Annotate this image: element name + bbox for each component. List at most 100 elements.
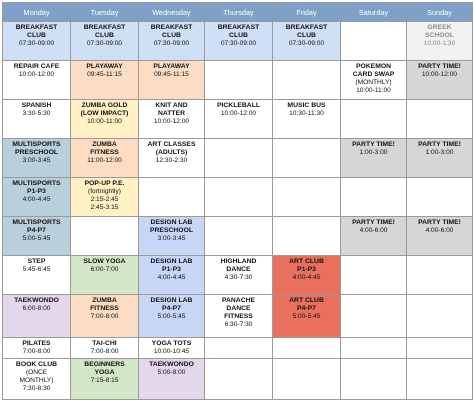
activity-title-line: SPANISH <box>21 102 52 109</box>
activity-title-line: SCHOOL <box>424 32 455 39</box>
empty-slot-cell <box>204 60 273 100</box>
activity-title-line: CLUB <box>297 32 316 39</box>
activity-title-line: P4-P7 <box>297 305 316 312</box>
activity-title-line: POP-UP P.E. <box>84 180 125 187</box>
activity-detail-line: 4:00-4:45 <box>22 196 51 203</box>
activity-title-line: PARTY TIME! <box>352 141 395 148</box>
activity-title-line: REPAIR CAFE <box>13 63 60 70</box>
activity-detail-line: 7:30-8:30 <box>22 385 51 392</box>
empty-slot-cell <box>204 177 273 217</box>
empty-slot-cell <box>340 255 407 295</box>
activity-detail-line: 3:00-3:45 <box>22 157 51 164</box>
empty-slot-cell <box>340 177 407 217</box>
weekly-timetable: Monday Tuesday Wednesday Thursday Friday… <box>2 2 473 400</box>
empty-slot-cell <box>204 358 273 400</box>
activity-detail-line: 10:00-1:30 <box>423 40 456 47</box>
activity-detail-line: 10:30-11:30 <box>289 110 324 117</box>
timetable-row: REPAIR CAFE 10:00-12:00 PLAYAWAY 09:45-11:1… <box>2 60 473 100</box>
activity-detail-line: 5:00-5:45 <box>157 313 186 320</box>
activity-title-line: PARTY TIME! <box>418 219 461 226</box>
activity-title-line: PARTY TIME! <box>418 63 461 70</box>
activity-detail-line: 2:45-3:15 <box>90 204 119 211</box>
activity-title-line: CLUB <box>162 32 181 39</box>
activity-cell: SLOW YOGA 6:00-7:00 <box>70 255 139 295</box>
activity-cell: BREAKFAST CLUB 07:30-09:00 <box>138 21 205 61</box>
empty-slot-cell <box>138 177 205 217</box>
activity-detail-line: 5:45-6:45 <box>22 266 51 273</box>
empty-slot-cell <box>406 294 473 338</box>
activity-detail-line: 10:00-12:00 <box>220 110 257 117</box>
activity-cell: MUSIC BUS 10:30-11:30 <box>272 99 341 139</box>
empty-slot-cell <box>406 177 473 217</box>
day-header-row: Monday Tuesday Wednesday Thursday Friday… <box>2 2 473 22</box>
activity-detail-line: (MONTHLY) <box>355 79 392 86</box>
empty-slot-cell <box>70 216 139 256</box>
activity-cell: PARTY TIME! 10:00-12:00 <box>406 60 473 100</box>
activity-title-line: PLAYAWAY <box>153 63 190 70</box>
activity-title-line: MUSIC BUS <box>287 102 326 109</box>
timetable-row: MULTISPORTS P4-P7 5:00-5:45 DESIGN LAB PRESC… <box>2 216 473 256</box>
day-header-tuesday: Tuesday <box>70 2 139 22</box>
activity-detail-line: 6:00-7:00 <box>90 266 119 273</box>
timetable-row: MULTISPORTS P1-P3 4:00-4:45 POP-UP P.E. (for… <box>2 177 473 217</box>
empty-slot-cell <box>406 358 473 400</box>
empty-slot-cell <box>272 216 341 256</box>
empty-slot-cell <box>204 216 273 256</box>
activity-cell: BREAKFAST CLUB 07:30-09:00 <box>2 21 71 61</box>
activity-detail-line: 6:00-8:00 <box>22 305 51 312</box>
activity-title-line: ZUMBA <box>92 141 117 148</box>
activity-title-line: FITNESS <box>90 149 119 156</box>
activity-detail-line: 5:00-5:45 <box>22 235 51 242</box>
activity-title-line: ART CLUB <box>289 297 324 304</box>
activity-cell: ZUMBA GOLD (LOW IMPACT) 10:00-11:00 <box>70 99 139 139</box>
activity-detail-line: 4:00-4:45 <box>292 274 321 281</box>
activity-detail-line: 4:00-6:00 <box>425 227 454 234</box>
activity-detail-line: 7:00-8:00 <box>22 348 51 355</box>
empty-slot-cell <box>340 99 407 139</box>
activity-cell: DESIGN LAB P4-P7 5:00-5:45 <box>138 294 205 338</box>
activity-title-line: YOGA <box>94 369 115 376</box>
activity-cell: GREEK SCHOOL 10:00-1:30 <box>406 21 473 61</box>
day-header-saturday: Saturday <box>340 2 407 22</box>
activity-title-line: P1-P3 <box>297 266 316 273</box>
timetable-row: MULTISPORTS PRESCHOOL 3:00-3:45 ZUMBA FITNES… <box>2 138 473 178</box>
activity-detail-line: 6:30-7:30 <box>224 321 253 328</box>
activity-detail-line: 10:00-11:00 <box>356 87 391 94</box>
empty-slot-cell <box>204 337 273 359</box>
activity-detail-line: 11:00-12:00 <box>87 157 122 164</box>
activity-detail-line: 4:00-4:45 <box>157 274 186 281</box>
activity-title-line: PICKLEBALL <box>216 102 261 109</box>
timetable-row: STEP 5:45-6:45 SLOW YOGA 6:00-7:00 DESIGN LA… <box>2 255 473 295</box>
activity-detail-line: 10:00-10:45 <box>153 348 190 355</box>
empty-slot-cell <box>340 21 407 61</box>
activity-detail-line: 09:45-11:15 <box>154 71 189 78</box>
activity-cell: ART CLASSES (ADULTS) 12:30-2:30 <box>138 138 205 178</box>
activity-detail-line: 4:00-6:00 <box>359 227 388 234</box>
activity-title-line: DESIGN LAB <box>150 297 193 304</box>
activity-title-line: BREAKFAST <box>217 24 260 31</box>
activity-title-line: YOGA TOTS <box>151 340 192 347</box>
activity-title-line: PARTY TIME! <box>352 219 395 226</box>
activity-detail-line: 07:30-09:00 <box>220 40 257 47</box>
activity-cell: TAI-CHI 7:00-8:00 <box>70 337 139 359</box>
activity-cell: PARTY TIME! 1:00-3:00 <box>406 138 473 178</box>
activity-detail-line: 07:30-09:00 <box>153 40 190 47</box>
day-header-monday: Monday <box>2 2 71 22</box>
empty-slot-cell <box>272 138 341 178</box>
activity-cell: BREAKFAST CLUB 07:30-09:00 <box>272 21 341 61</box>
activity-cell: REPAIR CAFE 10:00-12:00 <box>2 60 71 100</box>
activity-title-line: FITNESS <box>224 313 253 320</box>
activity-cell: STEP 5:45-6:45 <box>2 255 71 295</box>
day-header-sunday: Sunday <box>406 2 473 22</box>
activity-cell: BREAKFAST CLUB 07:30-09:00 <box>70 21 139 61</box>
activity-cell: PANACHE DANCE FITNESS 6:30-7:30 <box>204 294 273 338</box>
activity-cell: POP-UP P.E. (fortnightly) 2:15-2:45 2:45-3:… <box>70 177 139 217</box>
activity-title-line: TAEKWONDO <box>14 297 59 304</box>
activity-detail-line: 07:30-09:00 <box>288 40 325 47</box>
activity-detail-line: 5:00-5:45 <box>292 313 321 320</box>
activity-detail-line: 7:00-8:00 <box>90 348 119 355</box>
activity-title-line: CLUB <box>27 32 46 39</box>
activity-title-line: GREEK <box>427 24 452 31</box>
timetable-body: BREAKFAST CLUB 07:30-09:00 BREAKFAST CLUB 07:… <box>2 21 473 400</box>
activity-detail-line: 5:00-8:00 <box>157 369 186 376</box>
